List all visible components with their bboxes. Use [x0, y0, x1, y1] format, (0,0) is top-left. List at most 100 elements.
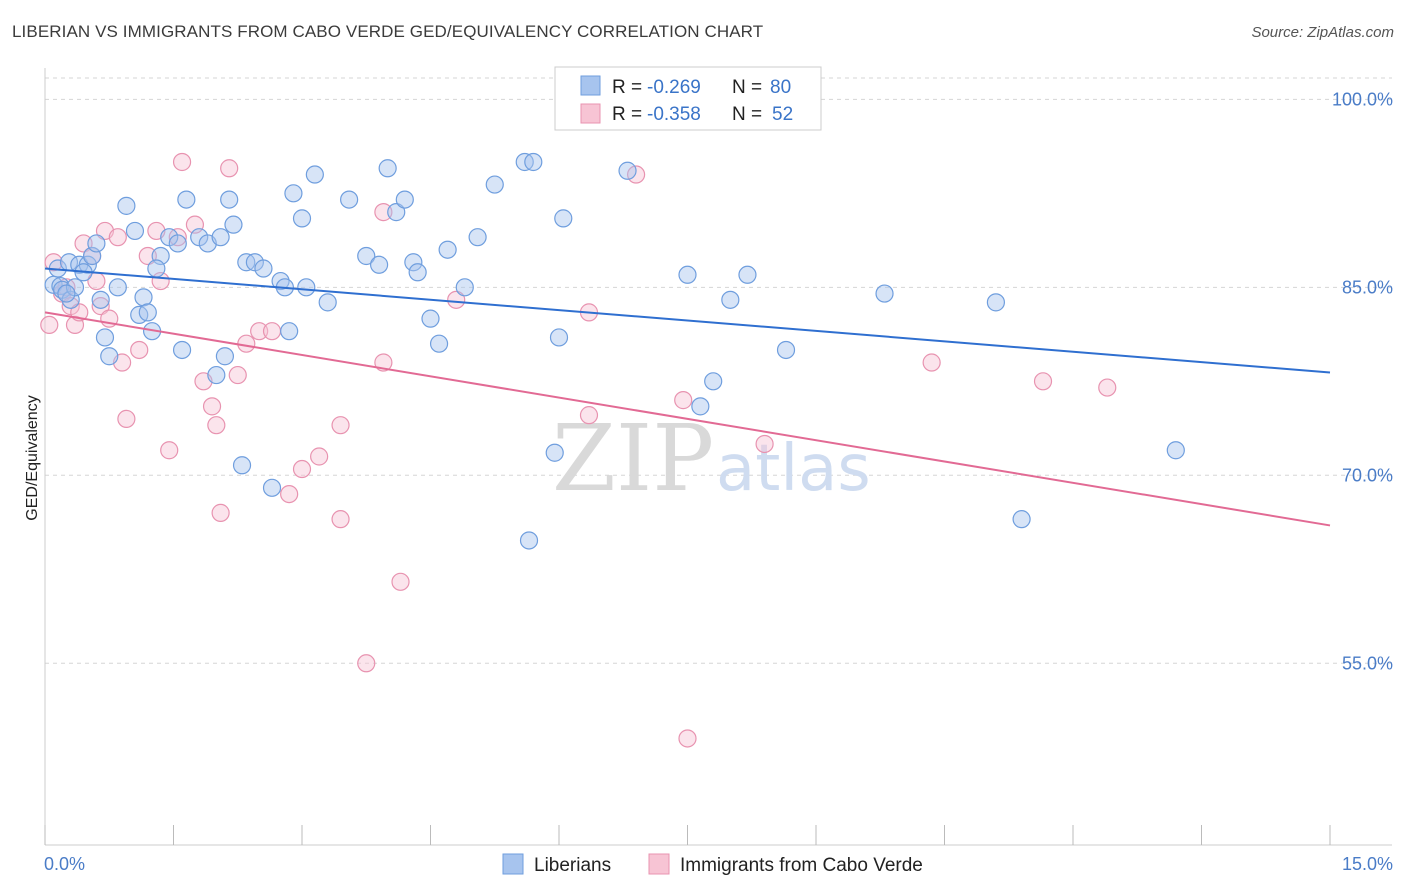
- point-cabo-verde: [1098, 378, 1117, 397]
- point-cabo-verde: [280, 484, 299, 504]
- point-cabo-verde: [237, 334, 256, 353]
- point-cabo-verde: [130, 340, 149, 360]
- point-liberians: [875, 284, 894, 303]
- stats-legend-n-value: 52: [772, 104, 793, 125]
- point-cabo-verde: [357, 654, 376, 673]
- point-liberians: [455, 278, 474, 297]
- point-liberians: [485, 175, 504, 194]
- stats-legend-swatch-cabo-verde: [580, 103, 601, 124]
- point-cabo-verde: [391, 572, 410, 591]
- y-tick-label: 85.0%: [1342, 277, 1393, 297]
- stats-legend-swatch-liberians: [580, 75, 601, 96]
- point-cabo-verde: [117, 409, 136, 429]
- point-liberians: [387, 203, 406, 222]
- point-liberians: [524, 152, 543, 172]
- point-cabo-verde: [220, 159, 239, 178]
- x-tick-label: 0.0%: [44, 854, 85, 874]
- point-liberians: [280, 322, 299, 341]
- point-cabo-verde: [374, 203, 393, 222]
- point-cabo-verde: [262, 322, 282, 341]
- point-cabo-verde: [447, 290, 466, 309]
- point-liberians: [704, 372, 723, 391]
- point-liberians: [147, 259, 166, 278]
- point-cabo-verde: [374, 353, 393, 372]
- trend-line-cabo-verde: [44, 311, 1331, 527]
- point-cabo-verde: [108, 228, 127, 247]
- y-tick-labels: 55.0% 70.0% 85.0% 100.0%: [1332, 89, 1393, 673]
- point-liberians: [220, 190, 239, 209]
- axes: [44, 68, 1392, 846]
- point-cabo-verde: [172, 152, 192, 172]
- point-liberians: [292, 209, 312, 228]
- point-liberians: [138, 303, 157, 322]
- watermark-zip: ZIP: [552, 405, 714, 512]
- legend-swatch-liberians: [502, 853, 524, 875]
- point-liberians: [57, 284, 76, 303]
- trend-line-liberians: [44, 267, 1331, 374]
- gridlines: [45, 77, 1392, 664]
- point-liberians: [721, 290, 740, 309]
- y-tick-label: 70.0%: [1342, 465, 1393, 485]
- point-liberians: [468, 228, 487, 247]
- x-tick-labels: 0.0% 15.0%: [44, 854, 1393, 874]
- point-cabo-verde: [331, 416, 350, 435]
- stats-legend-r-label: R =: [612, 104, 642, 125]
- point-liberians: [168, 234, 187, 253]
- x-tick-label: 15.0%: [1342, 854, 1393, 874]
- point-liberians: [224, 215, 243, 234]
- point-liberians: [986, 293, 1006, 312]
- series-legend: Liberians Immigrants from Cabo Verde: [502, 853, 923, 876]
- point-liberians: [1012, 510, 1031, 529]
- legend-label-liberians: Liberians: [534, 855, 611, 876]
- point-liberians: [284, 184, 303, 203]
- point-cabo-verde: [250, 322, 269, 341]
- point-liberians: [215, 347, 234, 366]
- point-liberians: [408, 263, 427, 282]
- point-liberians: [404, 253, 423, 272]
- chart-title: LIBERIAN VS IMMIGRANTS FROM CABO VERDE G…: [12, 22, 764, 41]
- point-liberians: [134, 288, 153, 307]
- point-liberians: [545, 443, 564, 462]
- legend-label-cabo-verde: Immigrants from Cabo Verde: [680, 855, 923, 876]
- legend-swatch-cabo-verde: [648, 853, 670, 875]
- point-liberians: [254, 259, 273, 278]
- stats-legend-n-label: N =: [732, 104, 762, 125]
- point-cabo-verde: [922, 353, 941, 372]
- point-liberians: [438, 240, 457, 259]
- point-cabo-verde: [211, 503, 230, 522]
- series-cabo-verde-points: [40, 152, 1117, 748]
- point-liberians: [117, 196, 136, 215]
- point-cabo-verde: [91, 297, 110, 316]
- point-liberians: [108, 278, 127, 297]
- point-cabo-verde: [138, 246, 157, 266]
- point-liberians: [177, 190, 196, 209]
- y-tick-label: 55.0%: [1342, 653, 1393, 673]
- point-liberians: [554, 209, 573, 228]
- point-cabo-verde: [678, 729, 697, 748]
- point-cabo-verde: [292, 459, 312, 479]
- point-liberians: [340, 190, 359, 209]
- point-liberians: [738, 265, 757, 284]
- point-liberians: [370, 255, 389, 274]
- point-cabo-verde: [160, 441, 179, 460]
- point-cabo-verde: [202, 397, 222, 416]
- point-liberians: [87, 234, 106, 253]
- point-cabo-verde: [74, 234, 93, 253]
- stats-legend-r-value: -0.358: [647, 104, 701, 125]
- point-liberians: [691, 397, 710, 416]
- point-liberians: [678, 265, 697, 284]
- point-liberians: [318, 293, 337, 312]
- point-cabo-verde: [310, 447, 329, 466]
- trend-lines: [44, 267, 1331, 527]
- point-cabo-verde: [1033, 372, 1053, 391]
- point-cabo-verde: [40, 315, 59, 335]
- point-liberians: [305, 165, 324, 184]
- stats-legend-r-label: R =: [612, 77, 642, 98]
- point-liberians: [519, 531, 539, 550]
- y-axis-title: GED/Equivalency: [24, 395, 41, 520]
- point-liberians: [357, 246, 376, 266]
- point-liberians: [232, 456, 252, 475]
- point-cabo-verde: [331, 510, 350, 529]
- stats-legend: R = -0.269 N = 80 R = -0.358 N = 52: [554, 66, 822, 131]
- point-cabo-verde: [755, 434, 774, 454]
